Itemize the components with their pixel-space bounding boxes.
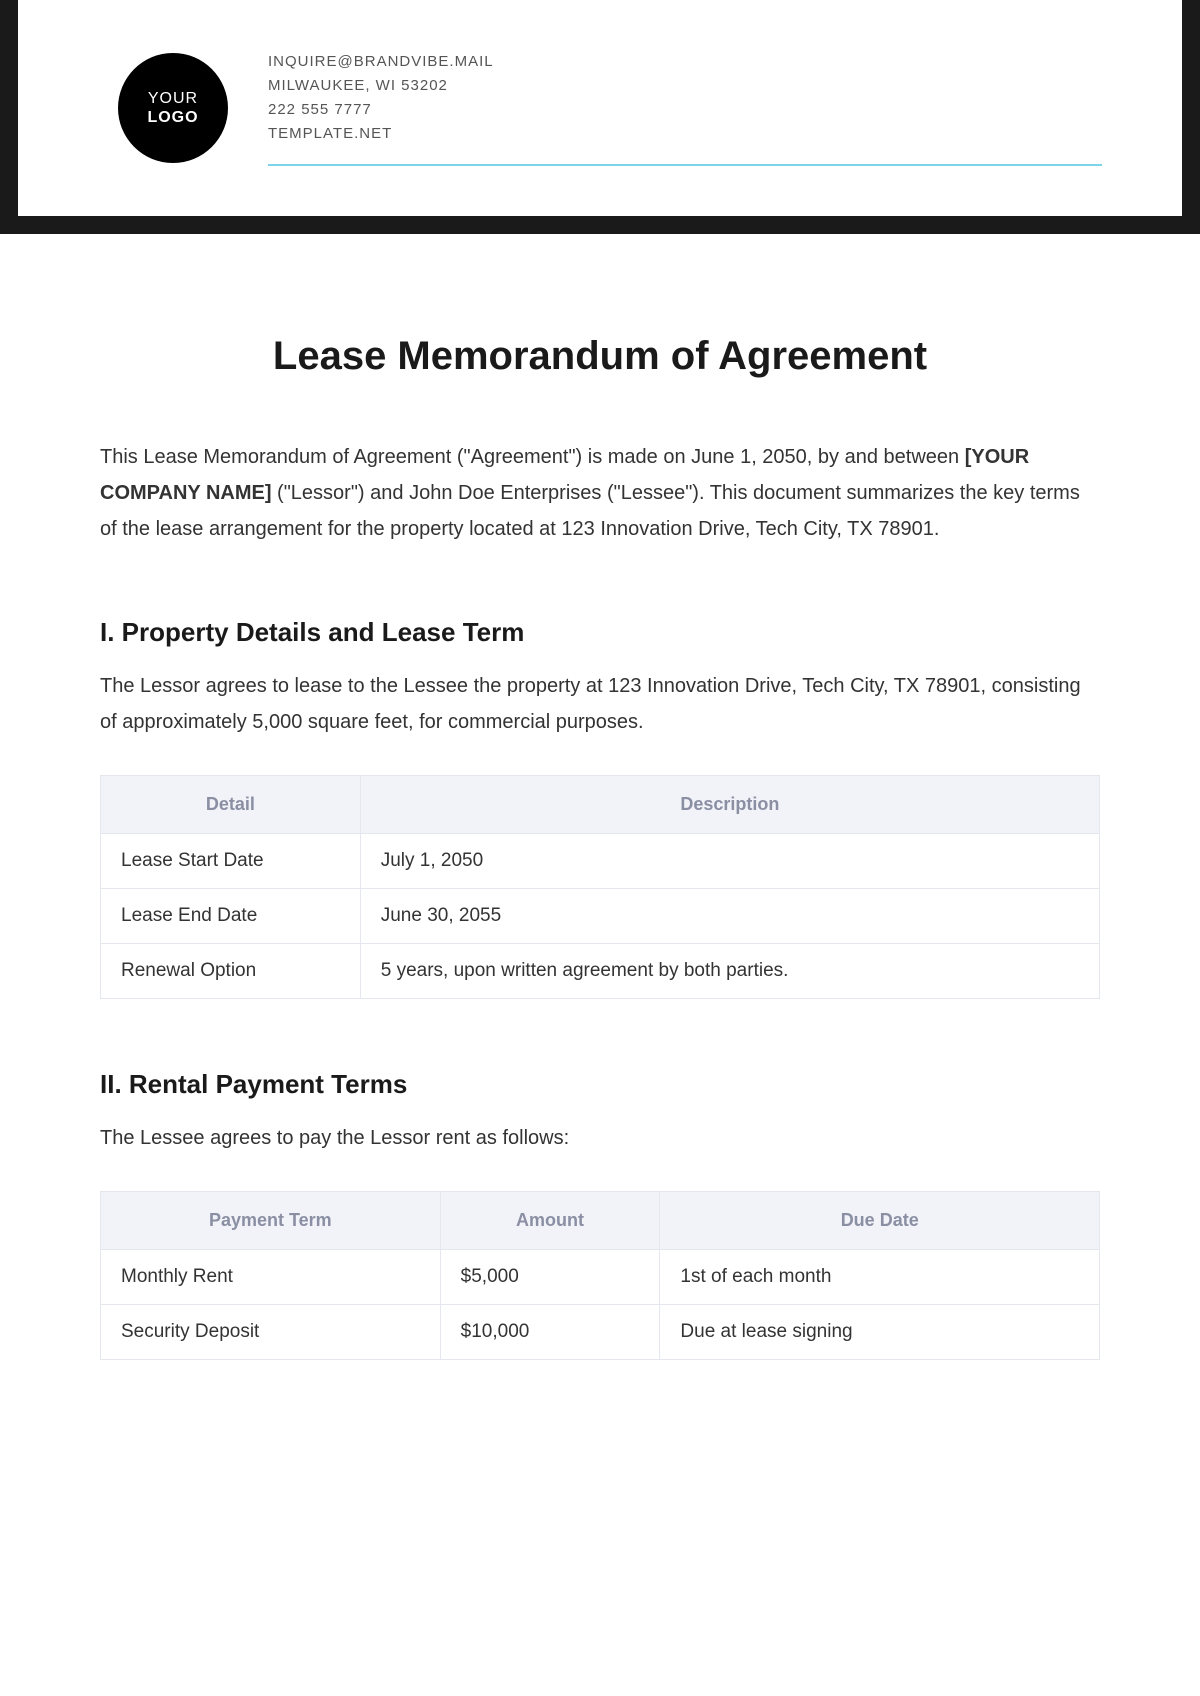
document-page: YOUR LOGO INQUIRE@BRANDVIBE.MAIL MILWAUK… bbox=[0, 0, 1200, 1696]
table-cell: Due at lease signing bbox=[660, 1305, 1100, 1360]
table-cell: June 30, 2055 bbox=[360, 889, 1099, 944]
payment-terms-table: Payment Term Amount Due Date Monthly Ren… bbox=[100, 1191, 1100, 1360]
contact-phone: 222 555 7777 bbox=[268, 98, 1102, 122]
section-1-heading: I. Property Details and Lease Term bbox=[100, 617, 1100, 648]
table-cell: 5 years, upon written agreement by both … bbox=[360, 944, 1099, 999]
document-title: Lease Memorandum of Agreement bbox=[100, 334, 1100, 379]
table-row: Lease End Date June 30, 2055 bbox=[101, 889, 1100, 944]
table-cell: Monthly Rent bbox=[101, 1250, 441, 1305]
table-cell: July 1, 2050 bbox=[360, 834, 1099, 889]
intro-part1: This Lease Memorandum of Agreement ("Agr… bbox=[100, 446, 965, 468]
section-1-text: The Lessor agrees to lease to the Lessee… bbox=[100, 668, 1100, 740]
section-2-heading: II. Rental Payment Terms bbox=[100, 1069, 1100, 1100]
letterhead: YOUR LOGO INQUIRE@BRANDVIBE.MAIL MILWAUK… bbox=[0, 0, 1200, 234]
table-header: Payment Term bbox=[101, 1192, 441, 1250]
table-row: Security Deposit $10,000 Due at lease si… bbox=[101, 1305, 1100, 1360]
table-header-row: Payment Term Amount Due Date bbox=[101, 1192, 1100, 1250]
table-header: Detail bbox=[101, 776, 361, 834]
logo-line-2: LOGO bbox=[147, 108, 198, 127]
table-row: Monthly Rent $5,000 1st of each month bbox=[101, 1250, 1100, 1305]
table-cell: Renewal Option bbox=[101, 944, 361, 999]
contact-block: INQUIRE@BRANDVIBE.MAIL MILWAUKEE, WI 532… bbox=[268, 50, 1102, 166]
table-header-row: Detail Description bbox=[101, 776, 1100, 834]
table-cell: 1st of each month bbox=[660, 1250, 1100, 1305]
logo-line-1: YOUR bbox=[148, 89, 198, 108]
table-cell: Lease End Date bbox=[101, 889, 361, 944]
table-row: Renewal Option 5 years, upon written agr… bbox=[101, 944, 1100, 999]
section-2-text: The Lessee agrees to pay the Lessor rent… bbox=[100, 1120, 1100, 1156]
table-row: Lease Start Date July 1, 2050 bbox=[101, 834, 1100, 889]
table-header: Amount bbox=[440, 1192, 660, 1250]
contact-site: TEMPLATE.NET bbox=[268, 122, 1102, 146]
contact-address: MILWAUKEE, WI 53202 bbox=[268, 74, 1102, 98]
table-cell: $10,000 bbox=[440, 1305, 660, 1360]
property-details-table: Detail Description Lease Start Date July… bbox=[100, 775, 1100, 999]
document-body: Lease Memorandum of Agreement This Lease… bbox=[0, 234, 1200, 1490]
contact-email: INQUIRE@BRANDVIBE.MAIL bbox=[268, 50, 1102, 74]
intro-paragraph: This Lease Memorandum of Agreement ("Agr… bbox=[100, 439, 1100, 547]
table-cell: Lease Start Date bbox=[101, 834, 361, 889]
table-header: Description bbox=[360, 776, 1099, 834]
logo-placeholder: YOUR LOGO bbox=[118, 53, 228, 163]
table-cell: $5,000 bbox=[440, 1250, 660, 1305]
table-cell: Security Deposit bbox=[101, 1305, 441, 1360]
table-header: Due Date bbox=[660, 1192, 1100, 1250]
